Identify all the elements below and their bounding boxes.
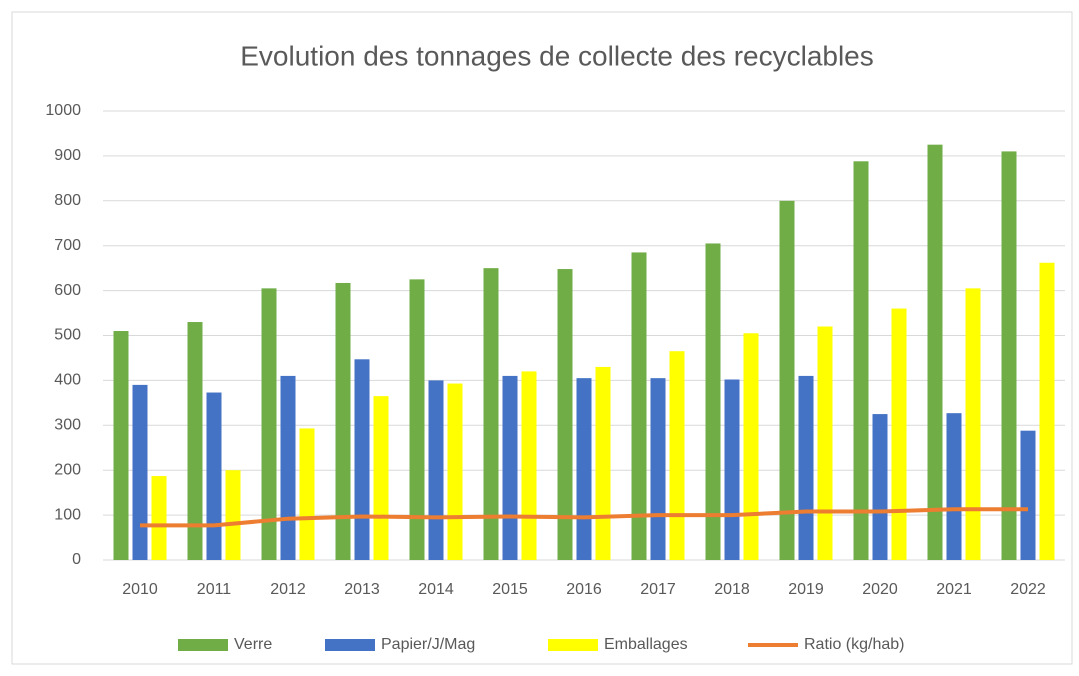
bar	[965, 288, 981, 560]
x-tick-label: 2013	[344, 581, 380, 598]
y-tick-label: 800	[54, 192, 81, 209]
bar	[521, 371, 537, 560]
legend-label: Ratio (kg/hab)	[804, 636, 905, 653]
y-tick-label: 1000	[45, 102, 81, 119]
y-tick-label: 600	[54, 282, 81, 299]
y-tick-label: 0	[72, 551, 81, 568]
chart-frame	[11, 11, 1073, 665]
bar	[946, 413, 962, 560]
legend-swatch	[548, 639, 598, 651]
bar	[502, 375, 518, 560]
bar	[705, 243, 721, 560]
legend-label: Papier/J/Mag	[381, 636, 475, 653]
bar	[669, 351, 685, 560]
bar	[557, 269, 573, 560]
bar	[595, 366, 611, 560]
bar	[927, 144, 943, 561]
x-tick-label: 2017	[640, 581, 676, 598]
x-tick-label: 2015	[492, 581, 528, 598]
bar	[151, 476, 167, 560]
bar	[631, 252, 647, 560]
ratio-line	[140, 507, 1028, 528]
y-tick-label: 300	[54, 417, 81, 434]
bar	[798, 375, 814, 560]
bar	[447, 383, 463, 560]
x-tick-label: 2020	[862, 581, 898, 598]
bar	[373, 396, 389, 560]
y-tick-label: 400	[54, 372, 81, 389]
bar	[1001, 151, 1017, 560]
bar	[299, 428, 315, 560]
bar	[1039, 262, 1055, 560]
y-tick-label: 200	[54, 461, 81, 478]
bar	[483, 268, 499, 560]
bar	[335, 282, 351, 560]
bar	[872, 414, 888, 560]
bar	[132, 384, 148, 560]
x-tick-label: 2010	[122, 581, 158, 598]
bar	[354, 359, 370, 560]
x-tick-label: 2014	[418, 581, 454, 598]
bar	[409, 279, 425, 560]
bar	[1020, 430, 1036, 560]
x-tick-label: 2021	[936, 581, 972, 598]
y-tick-label: 100	[54, 506, 81, 523]
x-tick-label: 2022	[1010, 581, 1046, 598]
x-tick-label: 2018	[714, 581, 750, 598]
bar	[261, 288, 277, 560]
legend-label: Emballages	[604, 636, 688, 653]
x-tick-label: 2012	[270, 581, 306, 598]
legend-swatch	[178, 639, 228, 651]
bar	[428, 380, 444, 560]
x-tick-label: 2011	[197, 581, 232, 598]
x-tick-label: 2019	[788, 581, 824, 598]
legend-swatch	[325, 639, 375, 651]
bar	[724, 379, 740, 560]
bar	[206, 392, 222, 560]
x-tick-label: 2016	[566, 581, 602, 598]
bar	[891, 308, 907, 560]
bar	[817, 326, 833, 560]
bar	[576, 378, 592, 560]
bar	[187, 322, 203, 560]
bar	[779, 200, 795, 561]
bar	[113, 331, 129, 560]
y-tick-label: 500	[54, 327, 81, 344]
bar	[280, 375, 296, 560]
y-tick-label: 900	[54, 147, 81, 164]
chart-title: Evolution des tonnages de collecte des r…	[240, 40, 874, 71]
legend-label: Verre	[234, 636, 272, 653]
bar	[743, 333, 759, 560]
y-tick-label: 700	[54, 237, 81, 254]
bar	[853, 161, 869, 560]
bar	[650, 378, 666, 560]
bar	[225, 470, 241, 560]
